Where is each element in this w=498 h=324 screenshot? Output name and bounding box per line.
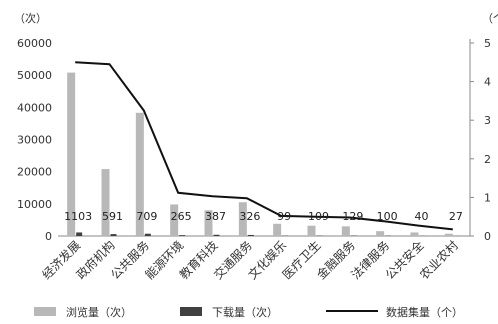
- axes: [58, 39, 471, 237]
- legend-label-downloads: 下载量（次）: [212, 305, 278, 319]
- data-label: 129: [342, 210, 363, 223]
- bar-views: [444, 233, 453, 236]
- data-label: 100: [377, 210, 398, 223]
- bar-downloads: [179, 235, 186, 236]
- line-series: [75, 61, 453, 231]
- right-tick-label: 0: [484, 230, 491, 243]
- data-label: 265: [171, 210, 192, 223]
- data-label: 40: [415, 210, 429, 223]
- bar-views: [238, 202, 247, 236]
- data-label: 709: [136, 210, 157, 223]
- bar-downloads: [110, 234, 117, 236]
- data-labels: 1103 591 709 265 387 326 99 109 129 100 40 27: [64, 210, 463, 223]
- data-label: 27: [449, 210, 463, 223]
- bar-views: [410, 232, 419, 236]
- left-tick-label: 60000: [17, 37, 52, 50]
- legend-swatch-downloads: [180, 307, 202, 316]
- category-labels: 经济发展政府机构公共服务能源环境教育科技交通服务文化娱乐医疗卫生金融服务法律服务…: [39, 238, 461, 283]
- data-label: 591: [102, 210, 123, 223]
- left-tick-label: 30000: [17, 134, 52, 147]
- left-axis-ticks: 0 10000 20000 30000 40000 50000 60000: [17, 37, 52, 243]
- data-label: 326: [239, 210, 260, 223]
- bar-views: [307, 225, 316, 236]
- right-axis-unit: （个: [482, 12, 498, 25]
- left-tick-label: 0: [45, 230, 52, 243]
- right-tick-label: 1: [484, 191, 491, 204]
- bar-downloads: [213, 234, 220, 236]
- bar-downloads: [76, 232, 83, 236]
- right-tick-label: 3: [484, 114, 491, 127]
- legend-swatch-views: [34, 307, 56, 316]
- data-label: 109: [308, 210, 329, 223]
- right-tick-label: 2: [484, 153, 491, 166]
- bar-views: [273, 223, 282, 236]
- legend: 浏览量（次） 下载量（次） 数据集量（个）: [34, 305, 463, 319]
- left-tick-label: 20000: [17, 166, 52, 179]
- line-datasets: [75, 61, 453, 231]
- left-tick-label: 40000: [17, 101, 52, 114]
- bar-views: [170, 204, 179, 236]
- left-tick-label: 50000: [17, 69, 52, 82]
- data-label: 387: [205, 210, 226, 223]
- right-axis-ticks: 0 1 2 3 4 5: [470, 37, 491, 243]
- bar-downloads: [144, 233, 151, 236]
- right-tick-label: 4: [484, 76, 491, 89]
- data-label: 1103: [64, 210, 92, 223]
- bar-views: [376, 231, 385, 236]
- bar-series: [67, 72, 460, 237]
- left-tick-label: 10000: [17, 198, 52, 211]
- bar-downloads: [247, 234, 254, 236]
- left-axis-unit: （次）: [14, 11, 47, 25]
- bar-views: [135, 112, 144, 236]
- legend-label-datasets: 数据集量（个）: [386, 305, 463, 319]
- right-tick-label: 5: [484, 37, 491, 50]
- bar-views: [67, 72, 76, 237]
- legend-label-views: 浏览量（次）: [66, 305, 132, 319]
- bar-views: [341, 226, 350, 236]
- bar-views: [101, 169, 110, 236]
- bar-views: [204, 210, 213, 236]
- data-label: 99: [277, 210, 291, 223]
- category-label: 农业农村: [417, 238, 461, 282]
